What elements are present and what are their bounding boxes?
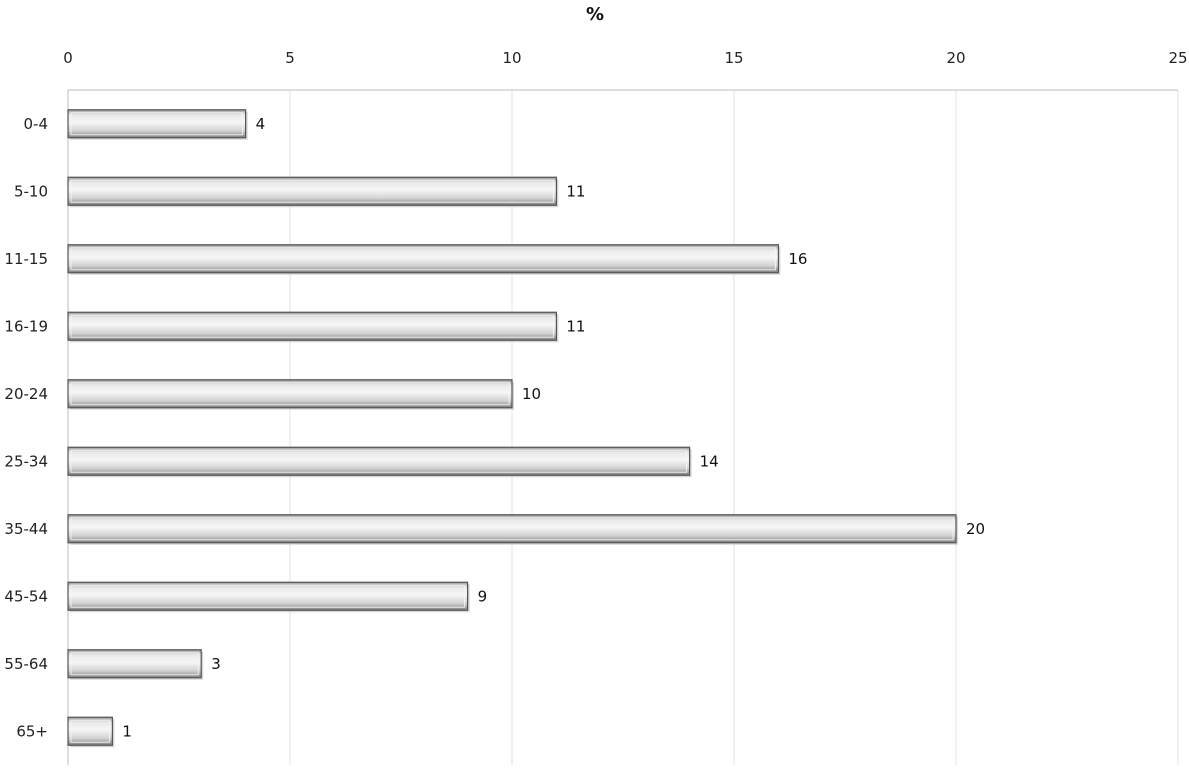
x-tick-labels: 0 5 10 15 20 25 [63, 49, 1187, 67]
data-label: 11 [566, 182, 585, 200]
category-label: 25-34 [4, 452, 48, 470]
category-label: 55-64 [4, 655, 48, 673]
category-label: 65+ [16, 722, 48, 740]
bar-bevel [70, 382, 510, 406]
bar-bevel [70, 314, 554, 338]
x-tick-label: 10 [502, 49, 521, 67]
bar-bevel [70, 652, 199, 676]
bar [67, 109, 247, 139]
category-label: 0-4 [24, 115, 49, 133]
data-label: 9 [478, 587, 488, 605]
bar-bevel [70, 584, 466, 608]
category-label: 20-24 [4, 385, 48, 403]
category-label: 11-15 [4, 250, 48, 268]
bar-bevel [70, 179, 554, 203]
bar-bevel [70, 517, 954, 541]
category-label: 5-10 [14, 182, 48, 200]
data-label: 20 [966, 520, 985, 538]
bar [67, 649, 202, 679]
bar [67, 581, 469, 611]
category-label: 45-54 [4, 587, 48, 605]
bar [67, 176, 557, 206]
bar [67, 244, 780, 274]
data-label: 4 [256, 115, 266, 133]
data-labels: 4 11 16 11 10 14 20 9 3 1 [122, 115, 985, 741]
category-labels: 0-4 5-10 11-15 16-19 20-24 25-34 35-44 45-54 55-… [4, 115, 48, 741]
x-tick-label: 25 [1168, 49, 1187, 67]
bars [67, 109, 958, 748]
data-label: 16 [788, 250, 807, 268]
bar-bevel [70, 247, 776, 271]
data-label: 14 [700, 452, 719, 470]
x-tick-label: 0 [63, 49, 73, 67]
x-axis-title: % [586, 4, 604, 25]
category-label: 35-44 [4, 520, 48, 538]
bar-bevel [70, 112, 244, 136]
bar-bevel [70, 719, 110, 743]
bar [67, 514, 957, 544]
x-tick-label: 5 [285, 49, 295, 67]
bar [67, 379, 513, 409]
bar [67, 311, 557, 341]
bar [67, 446, 691, 476]
x-tick-label: 20 [946, 49, 965, 67]
category-label: 16-19 [4, 317, 48, 335]
bar [67, 716, 114, 746]
data-label: 10 [522, 385, 541, 403]
data-label: 3 [211, 655, 221, 673]
bar-bevel [70, 449, 688, 473]
data-label: 11 [566, 317, 585, 335]
x-tick-label: 15 [724, 49, 743, 67]
data-label: 1 [122, 722, 132, 740]
